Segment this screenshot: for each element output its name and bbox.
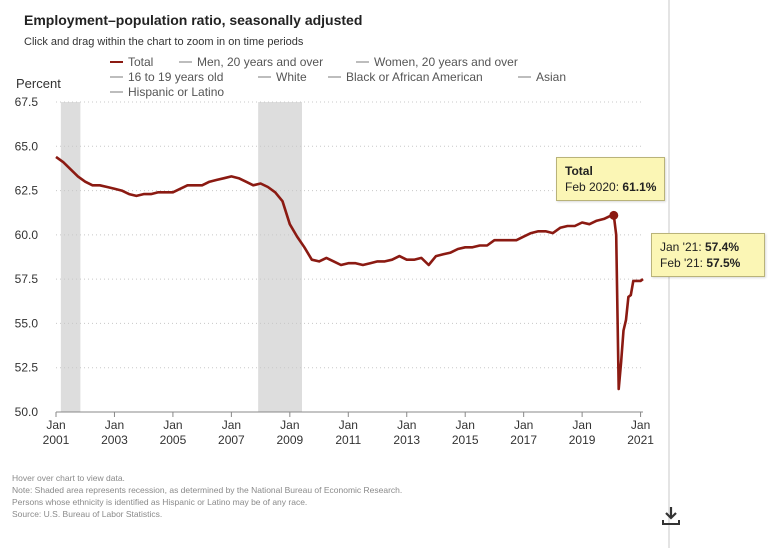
x-tick-year: 2001 [43, 433, 70, 447]
footnote-hover: Hover over chart to view data. [12, 473, 125, 483]
x-tick-month: Jan [572, 418, 591, 432]
x-tick-year: 2013 [393, 433, 420, 447]
y-tick-label: 62.5 [15, 184, 39, 198]
x-tick-month: Jan [456, 418, 475, 432]
tooltip-feb-date: Feb '21: [660, 256, 703, 270]
x-tick-year: 2019 [569, 433, 596, 447]
x-tick-month: Jan [280, 418, 299, 432]
download-icon [662, 507, 680, 525]
footnote-recession: Note: Shaded area represents recession, … [12, 485, 403, 495]
x-tick-month: Jan [222, 418, 241, 432]
footnote-ethnicity: Persons whose ethnicity is identified as… [12, 497, 308, 507]
series-line-total [55, 155, 644, 391]
tooltip-series-name: Total [565, 164, 593, 178]
chart-subtitle: Click and drag within the chart to zoom … [24, 36, 304, 48]
tooltip-feb-value: 57.5% [706, 256, 741, 270]
y-tick-label: 57.5 [15, 272, 39, 286]
legend-label-1: Total [128, 55, 153, 69]
recession-band-1 [60, 102, 81, 412]
tooltip-date: Feb 2020: [565, 180, 620, 194]
tooltip-feb-2020: Total Feb 2020: 61.1% [556, 157, 666, 201]
x-tick-month: Jan [339, 418, 358, 432]
y-axis-label: Percent [16, 76, 61, 91]
x-tick-year: 2003 [101, 433, 128, 447]
x-tick-month: Jan [631, 418, 650, 432]
chart-title: Employment–population ratio, seasonally … [24, 12, 363, 28]
tooltip-recent-values: Jan '21: 57.4% Feb '21: 57.5% [651, 233, 765, 277]
x-tick-month: Jan [46, 418, 65, 432]
x-tick-year: 2005 [160, 433, 187, 447]
footnote-source: Source: U.S. Bureau of Labor Statistics. [12, 509, 163, 519]
tooltip-value: 61.1% [622, 180, 657, 194]
legend-label-2: Men, 20 years and over [197, 55, 323, 69]
x-tick-month: Jan [105, 418, 124, 432]
legend-label-5: White [276, 70, 307, 84]
recession-band-2 [258, 102, 303, 412]
y-tick-label: 67.5 [15, 95, 39, 109]
x-tick-year: 2021 [627, 433, 654, 447]
legend-label-7: Asian [536, 70, 566, 84]
x-tick-month: Jan [397, 418, 416, 432]
x-tick-year: 2007 [218, 433, 245, 447]
tooltip-jan-value: 57.4% [705, 240, 740, 254]
x-tick-year: 2011 [335, 433, 361, 447]
y-tick-label: 55.0 [15, 316, 39, 330]
x-tick-year: 2009 [276, 433, 303, 447]
legend-label-6: Black or African American [346, 70, 483, 84]
legend-label-3: Women, 20 years and over [374, 55, 518, 69]
legend-label-4: 16 to 19 years old [128, 70, 223, 84]
legend-label-8: Hispanic or Latino [128, 85, 224, 99]
y-tick-label: 60.0 [15, 228, 39, 242]
tooltip-jan-date: Jan '21: [660, 240, 702, 254]
x-tick-year: 2017 [510, 433, 537, 447]
footnotes: Hover over chart to view data. Note: Sha… [12, 472, 402, 520]
y-tick-label: 52.5 [15, 361, 39, 375]
highlight-marker [609, 210, 619, 220]
download-button[interactable] [660, 504, 682, 528]
x-tick-month: Jan [514, 418, 533, 432]
y-tick-label: 65.0 [15, 139, 39, 153]
x-tick-year: 2015 [452, 433, 479, 447]
y-tick-label: 50.0 [15, 405, 39, 419]
x-tick-month: Jan [163, 418, 182, 432]
